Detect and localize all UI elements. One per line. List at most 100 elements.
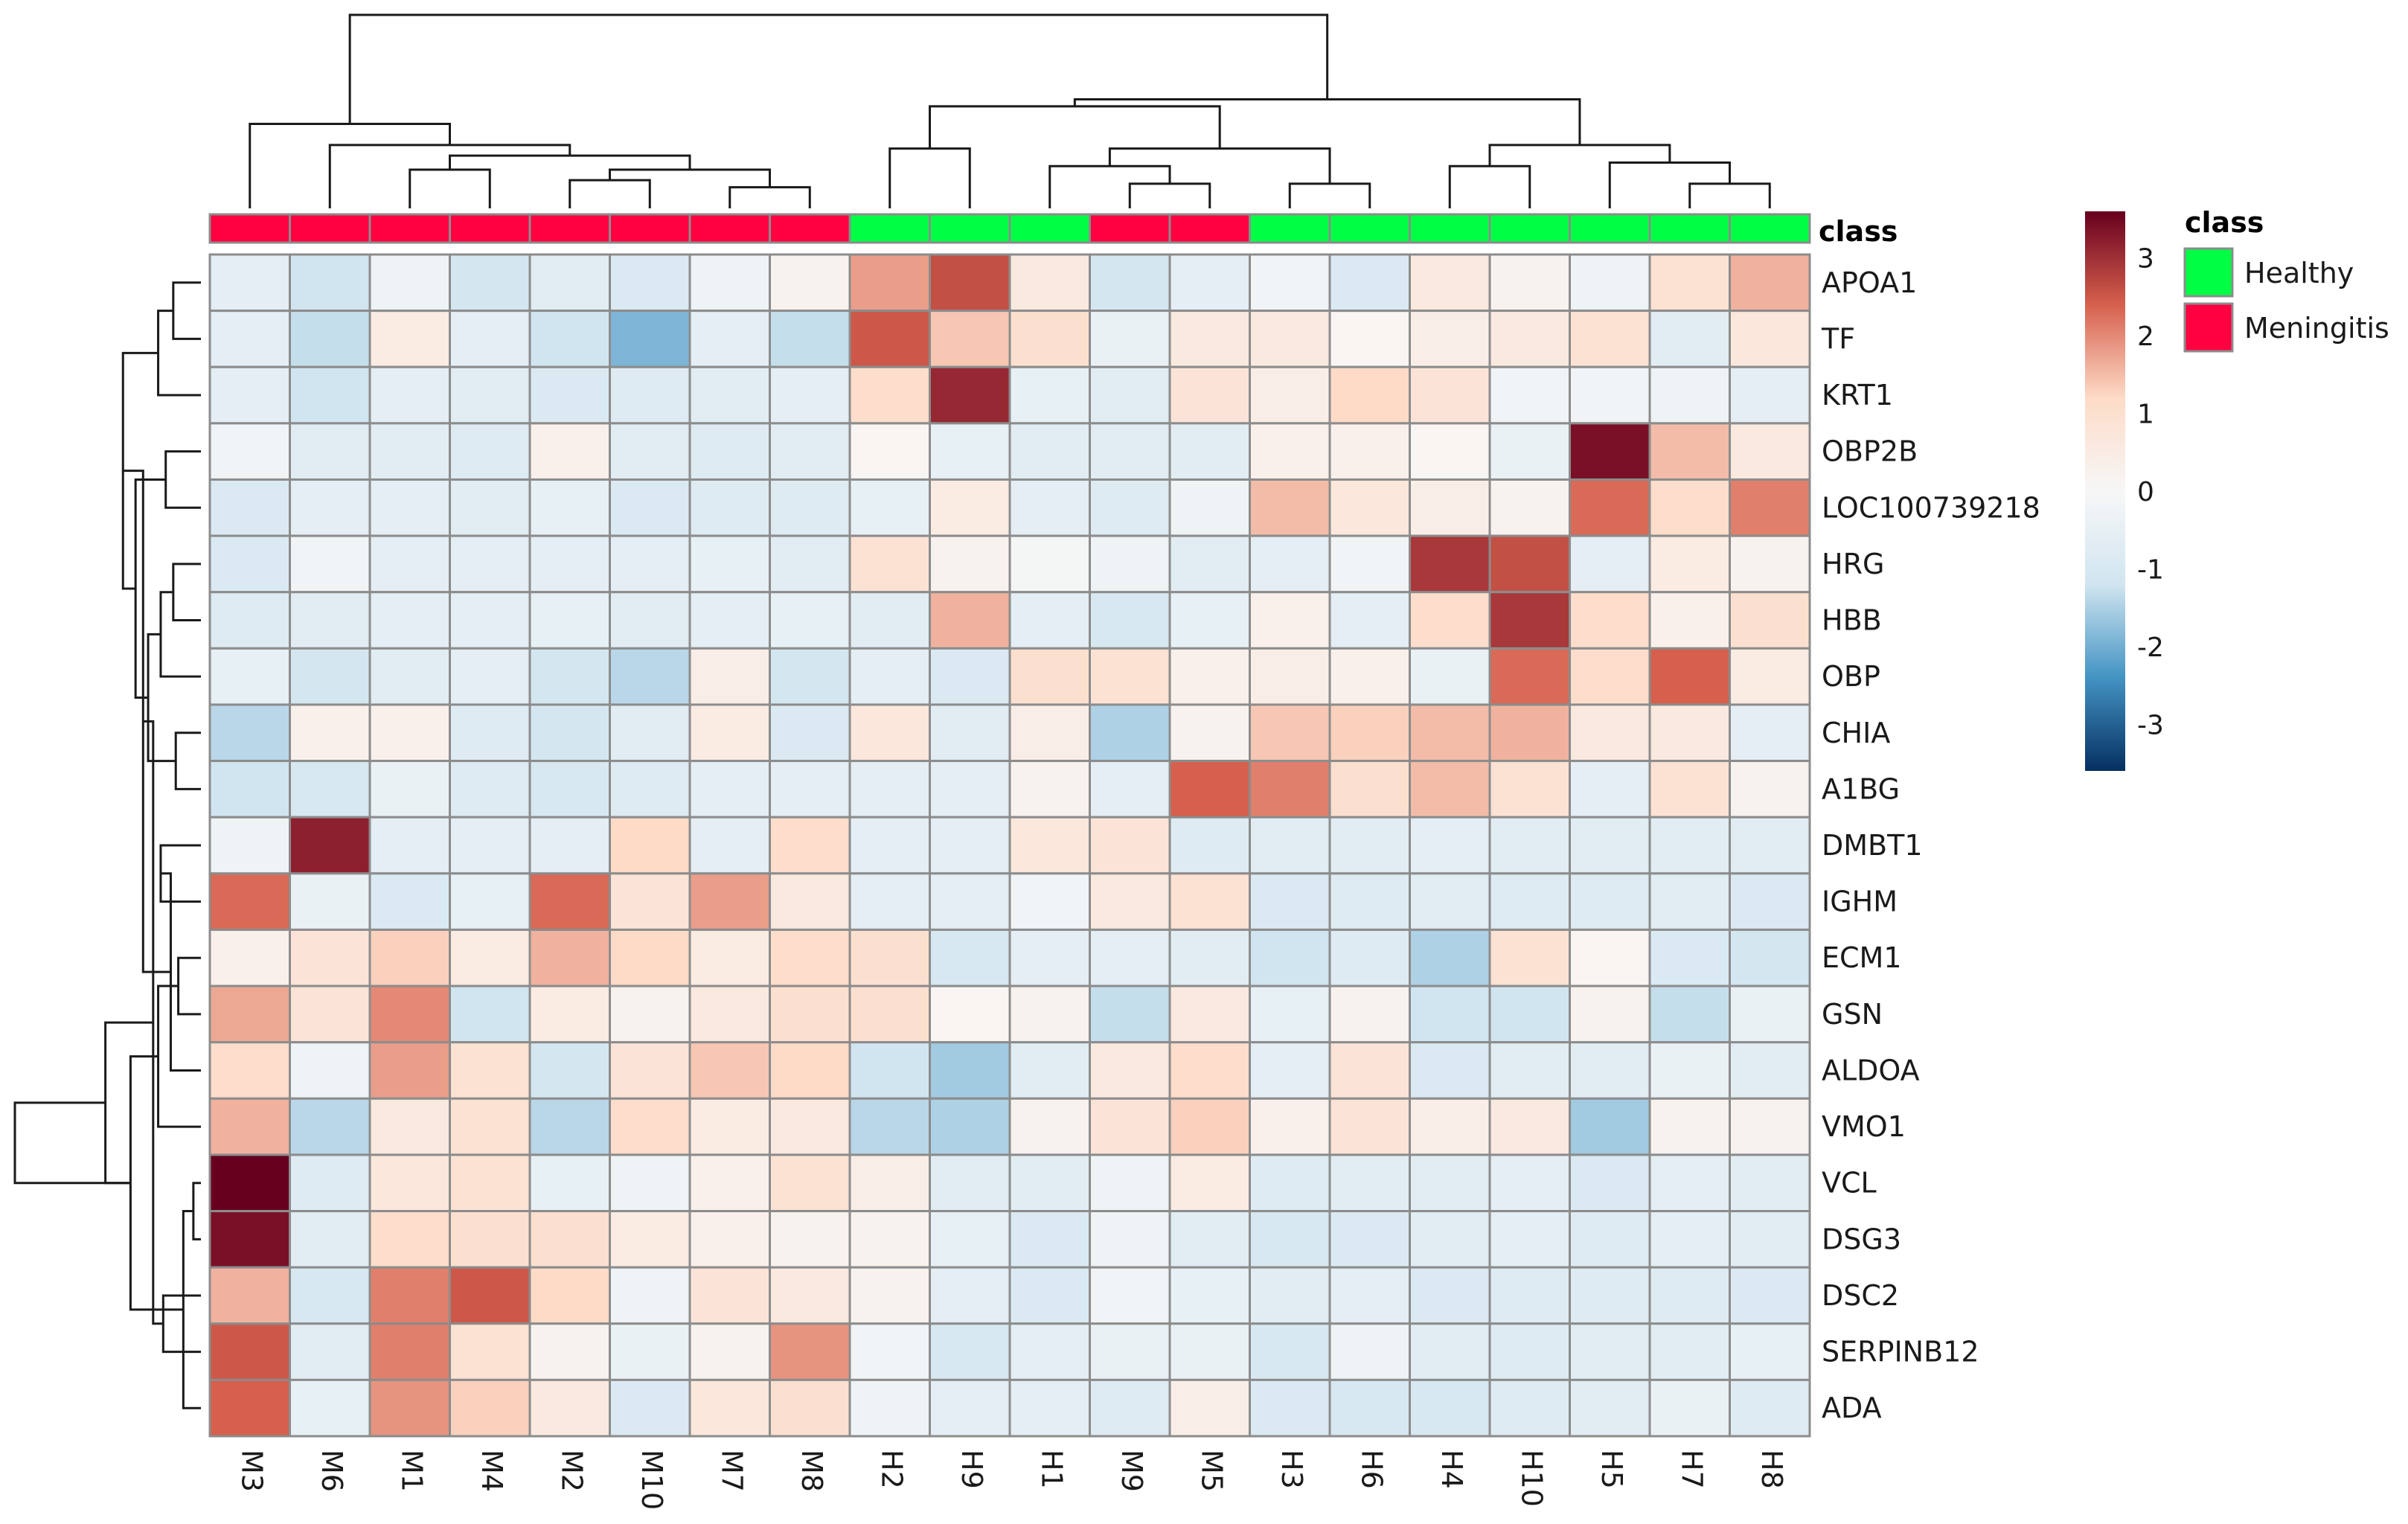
legend-label-meningitis: Meningitis	[2244, 312, 2389, 345]
heatmap-cell-HRG-M6	[289, 534, 371, 594]
class-cell-H4	[1409, 213, 1491, 244]
class-cell-M6	[289, 213, 371, 244]
heatmap-cell-TF-H4	[1409, 310, 1491, 368]
heatmap-cell-GSN-H4	[1409, 984, 1491, 1044]
heatmap-cell-DMBT1-M9	[1089, 816, 1171, 875]
heatmap-cell-OBP-H10	[1488, 647, 1571, 706]
heatmap-cell-DSG3-M7	[688, 1210, 771, 1269]
heatmap-cell-KRT1-M5	[1168, 365, 1251, 425]
heatmap-cell-DSG3-M9	[1089, 1210, 1171, 1269]
heatmap-cell-HBB-M2	[528, 591, 611, 650]
colorbar-tick-label: 2	[2137, 321, 2154, 352]
heatmap-cell-ADA-H8	[1729, 1378, 1811, 1438]
row-dendrogram-link	[104, 1021, 153, 1185]
row-dendrogram-link	[13, 1101, 131, 1185]
class-annotation-label: class	[1819, 215, 1898, 248]
row-label: DSC2	[1822, 1279, 1899, 1312]
heatmap-cell-KRT1-M1	[368, 365, 451, 425]
heatmap-cell-TF-M10	[609, 310, 691, 368]
heatmap-cell-SERPINB12-M2	[528, 1322, 611, 1381]
heatmap-cell-ALDOA-M10	[609, 1041, 691, 1100]
heatmap-cell-OBP2B-H7	[1648, 422, 1731, 481]
heatmap-cell-CHIA-M6	[289, 703, 371, 763]
heatmap-cell-IGHM-M9	[1089, 872, 1171, 931]
heatmap-cell-KRT1-M10	[609, 365, 691, 425]
heatmap-cell-ALDOA-M7	[688, 1041, 771, 1100]
heatmap-cell-GSN-M1	[368, 984, 451, 1044]
heatmap-cell-VCL-H7	[1648, 1153, 1731, 1213]
heatmap-cell-HBB-M6	[289, 591, 371, 650]
class-cell-M2	[528, 213, 611, 244]
column-label: H2	[875, 1450, 908, 1489]
heatmap-cell-HBB-H4	[1409, 591, 1491, 650]
heatmap-cell-OBP2B-H10	[1488, 422, 1571, 481]
heatmap-cell-HBB-M8	[769, 591, 851, 650]
heatmap-cell-HBB-M7	[688, 591, 771, 650]
heatmap-cell-VMO1-H3	[1249, 1097, 1331, 1156]
heatmap-cell-VMO1-M10	[609, 1097, 691, 1156]
heatmap-cell-LOC100739218-H9	[929, 478, 1011, 537]
class-cell-M4	[449, 213, 531, 244]
heatmap-cell-ECM1-H7	[1648, 928, 1731, 987]
heatmap-cell-DSC2-M8	[769, 1266, 851, 1325]
heatmap-cell-VMO1-H4	[1409, 1097, 1491, 1156]
heatmap-cell-TF-H9	[929, 310, 1011, 368]
heatmap-cell-ECM1-H6	[1328, 928, 1411, 987]
heatmap-cell-DSC2-M10	[609, 1266, 691, 1325]
legend-swatch-healthy	[2183, 247, 2234, 298]
column-label: M3	[235, 1450, 268, 1492]
heatmap-cell-GSN-H9	[929, 984, 1011, 1044]
column-dendrogram-link	[449, 154, 691, 170]
heatmap-cell-DSC2-M7	[688, 1266, 771, 1325]
heatmap-cell-CHIA-H8	[1729, 703, 1811, 763]
heatmap-cell-DSG3-M10	[609, 1210, 691, 1269]
heatmap-cell-DSG3-H8	[1729, 1210, 1811, 1269]
heatmap-cell-SERPINB12-M10	[609, 1322, 691, 1381]
heatmap-cell-GSN-M4	[449, 984, 531, 1044]
column-label: M2	[555, 1450, 588, 1492]
heatmap-cell-VMO1-H7	[1648, 1097, 1731, 1156]
heatmap-cell-DSG3-M2	[528, 1210, 611, 1269]
heatmap-cell-GSN-H3	[1249, 984, 1331, 1044]
heatmap-cell-ALDOA-M4	[449, 1041, 531, 1100]
heatmap-cell-GSN-H8	[1729, 984, 1811, 1044]
heatmap-cell-KRT1-M4	[449, 365, 531, 425]
heatmap-cell-OBP2B-H1	[1008, 422, 1091, 481]
heatmap-cell-ALDOA-M5	[1168, 1041, 1251, 1100]
heatmap-cell-ECM1-H9	[929, 928, 1011, 987]
column-label: M9	[1115, 1450, 1148, 1492]
heatmap-cell-ECM1-M3	[208, 928, 291, 987]
heatmap-cell-HRG-M3	[208, 534, 291, 594]
heatmap-cell-DMBT1-H6	[1328, 816, 1411, 875]
heatmap-cell-IGHM-M3	[208, 872, 291, 931]
heatmap-cell-GSN-M8	[769, 984, 851, 1044]
heatmap-cell-LOC100739218-M8	[769, 478, 851, 537]
heatmap-cell-KRT1-H6	[1328, 365, 1411, 425]
heatmap-cell-OBP2B-M2	[528, 422, 611, 481]
heatmap-cell-HBB-H2	[848, 591, 931, 650]
heatmap-cell-DMBT1-H8	[1729, 816, 1811, 875]
heatmap-cell-ADA-M10	[609, 1378, 691, 1438]
heatmap-cell-DSG3-H9	[929, 1210, 1011, 1269]
heatmap-cell-SERPINB12-M8	[769, 1322, 851, 1381]
heatmap-cell-ECM1-M4	[449, 928, 531, 987]
heatmap-cell-VMO1-H8	[1729, 1097, 1811, 1156]
heatmap-cell-ADA-H3	[1249, 1378, 1331, 1438]
heatmap-cell-DSG3-M6	[289, 1210, 371, 1269]
class-cell-H2	[848, 213, 931, 244]
heatmap-cell-ECM1-H3	[1249, 928, 1331, 987]
heatmap-cell-A1BG-M6	[289, 760, 371, 819]
heatmap-cell-APOA1-H10	[1488, 253, 1571, 313]
heatmap-cell-APOA1-H2	[848, 253, 931, 313]
heatmap-cell-LOC100739218-H5	[1569, 478, 1651, 537]
heatmap-cell-GSN-M7	[688, 984, 771, 1044]
class-cell-H3	[1249, 213, 1331, 244]
heatmap-cell-TF-M3	[208, 310, 291, 368]
heatmap-cell-SERPINB12-M3	[208, 1322, 291, 1381]
heatmap-cell-ALDOA-M6	[289, 1041, 371, 1100]
heatmap-cell-SERPINB12-M1	[368, 1322, 451, 1381]
heatmap-cell-DSC2-H8	[1729, 1266, 1811, 1325]
heatmap-cell-KRT1-M7	[688, 365, 771, 425]
heatmap-cell-HRG-H1	[1008, 534, 1091, 594]
heatmap-cell-VMO1-M3	[208, 1097, 291, 1156]
